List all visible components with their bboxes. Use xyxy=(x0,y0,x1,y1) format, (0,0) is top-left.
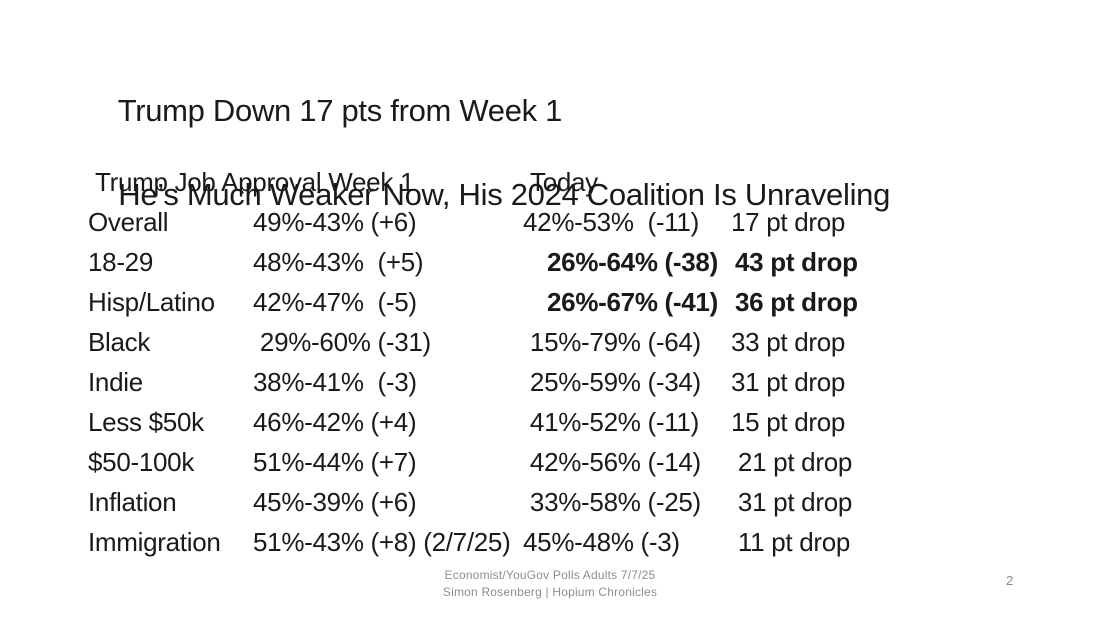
row-drop-value: 17 pt drop xyxy=(731,207,846,237)
row-label: Indie xyxy=(88,367,143,397)
row-today-value: 25%-59% (-34) xyxy=(523,367,701,397)
approval-table-body: Overall 49%-43% (+6) 42%-53% (-11) 17 pt… xyxy=(88,202,858,562)
row-drop-value: 36 pt drop xyxy=(735,287,858,317)
row-drop-value: 21 pt drop xyxy=(731,447,853,477)
table-row: Hisp/Latino 42%-47% (-5) 26%-67% (-41) 3… xyxy=(88,282,858,322)
row-today-value: 42%-56% (-14) xyxy=(523,447,701,477)
row-week1-value: 51%-44% (+7) xyxy=(253,447,417,477)
title-line-1: Trump Down 17 pts from Week 1 xyxy=(117,93,563,128)
row-today-value: 15%-79% (-64) xyxy=(523,327,701,357)
title-line-2: He’s Much Weaker Now, His 2024 Coalition… xyxy=(118,177,891,212)
slide-title: Trump Down 17 pts from Week 1 He’s Much … xyxy=(85,48,891,258)
table-row: Black 29%-60% (-31) 15%-79% (-64) 33 pt … xyxy=(88,322,858,362)
slide-footer: Economist/YouGov Polls Adults 7/7/25 Sim… xyxy=(0,567,1100,601)
table-row: $50-100k 51%-44% (+7) 42%-56% (-14) 21 p… xyxy=(88,442,858,482)
row-label: $50-100k xyxy=(88,447,195,477)
row-today-value: 41%-52% (-11) xyxy=(523,407,699,437)
row-week1-value: 48%-43% (+5) xyxy=(253,247,424,277)
table-row: Immigration 51%-43% (+8) (2/7/25) 45%-48… xyxy=(88,522,858,562)
row-drop-value: 11 pt drop xyxy=(731,527,851,557)
row-week1-value: 42%-47% (-5) xyxy=(253,287,417,317)
header-week1-label: Trump Job Approval Week 1 xyxy=(95,167,415,197)
row-week1-value: 38%-41% (-3) xyxy=(253,367,417,397)
footer-author-line: Simon Rosenberg | Hopium Chronicles xyxy=(442,585,658,599)
row-week1-value: 29%-60% (-31) xyxy=(253,327,431,357)
row-label: Black xyxy=(88,327,151,357)
row-drop-value: 15 pt drop xyxy=(731,407,846,437)
row-label: Less $50k xyxy=(88,407,204,437)
row-drop-value: 43 pt drop xyxy=(735,247,858,277)
row-today-value: 42%-53% (-11) xyxy=(523,207,699,237)
row-label: Overall xyxy=(88,207,169,237)
row-drop-value: 31 pt drop xyxy=(731,487,853,517)
page-number: 2 xyxy=(1006,573,1014,588)
approval-table: Trump Job Approval Week 1 Today Overall … xyxy=(88,162,858,562)
row-week1-value: 45%-39% (+6) xyxy=(253,487,417,517)
table-row: Indie 38%-41% (-3) 25%-59% (-34) 31 pt d… xyxy=(88,362,858,402)
table-row: Inflation 45%-39% (+6) 33%-58% (-25) 31 … xyxy=(88,482,858,522)
row-drop-value: 33 pt drop xyxy=(731,327,846,357)
row-label: Hisp/Latino xyxy=(88,287,215,317)
row-week1-value: 49%-43% (+6) xyxy=(253,207,417,237)
row-label: Inflation xyxy=(88,487,177,517)
footer-source-line: Economist/YouGov Polls Adults 7/7/25 xyxy=(444,568,656,582)
table-header-row: Trump Job Approval Week 1 Today xyxy=(88,162,858,202)
row-today-value: 45%-48% (-3) xyxy=(523,527,680,557)
row-drop-value: 31 pt drop xyxy=(731,367,846,397)
row-today-value: 26%-67% (-41) xyxy=(547,287,718,317)
table-row: 18-29 48%-43% (+5) 26%-64% (-38) 43 pt d… xyxy=(88,242,858,282)
row-week1-value: 51%-43% (+8) (2/7/25) xyxy=(253,527,511,557)
row-today-value: 26%-64% (-38) xyxy=(547,247,718,277)
table-row: Less $50k 46%-42% (+4) 41%-52% (-11) 15 … xyxy=(88,402,858,442)
row-week1-value: 46%-42% (+4) xyxy=(253,407,417,437)
row-label: Immigration xyxy=(88,527,221,557)
header-today-label: Today xyxy=(530,167,598,197)
table-row: Overall 49%-43% (+6) 42%-53% (-11) 17 pt… xyxy=(88,202,858,242)
row-label: 18-29 xyxy=(88,247,153,277)
row-today-value: 33%-58% (-25) xyxy=(523,487,701,517)
